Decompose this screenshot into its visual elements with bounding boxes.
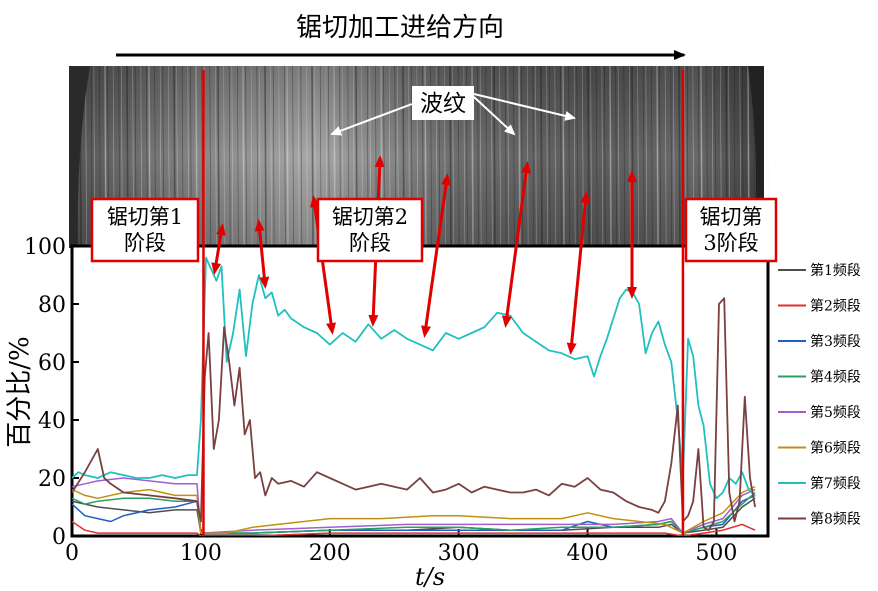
stage-label-2-line1: 锯切第2 bbox=[332, 205, 408, 229]
y-tick-label: 60 bbox=[38, 351, 66, 376]
legend-label: 第5频段 bbox=[810, 404, 861, 421]
y-tick-label: 100 bbox=[24, 235, 66, 260]
stage-label-1: 锯切第1 阶段 bbox=[90, 197, 200, 263]
series-line-5 bbox=[72, 477, 756, 534]
stage-label-3: 锯切第 3阶段 bbox=[684, 197, 778, 263]
ripple-arrow bbox=[421, 173, 451, 338]
stage-label-2: 锯切第2 阶段 bbox=[316, 197, 424, 263]
y-axis-title: 百分比/% bbox=[5, 336, 35, 447]
legend-label: 第4频段 bbox=[810, 369, 861, 386]
plot-area bbox=[70, 244, 770, 538]
stage-label-3-line1: 锯切第 bbox=[700, 205, 763, 229]
white-arrow bbox=[330, 103, 413, 136]
legend-label: 第6频段 bbox=[810, 440, 861, 457]
stage-label-2-line2: 阶段 bbox=[349, 231, 391, 255]
stage-label-3-line2: 3阶段 bbox=[703, 231, 758, 255]
x-tick-label: 0 bbox=[65, 541, 79, 566]
x-tick-label: 400 bbox=[567, 541, 609, 566]
x-tick-label: 300 bbox=[438, 541, 480, 566]
legend-label: 第3频段 bbox=[810, 333, 861, 350]
stage-label-1-line1: 锯切第1 bbox=[107, 205, 183, 229]
ripple-arrow bbox=[501, 161, 532, 328]
ripple-arrow bbox=[566, 191, 591, 355]
ripple-arrow bbox=[254, 219, 270, 289]
legend-label: 第1频段 bbox=[810, 262, 861, 279]
y-tick-label: 40 bbox=[38, 409, 66, 434]
stage-boundaries bbox=[202, 70, 685, 536]
series-group bbox=[72, 256, 756, 536]
legend-label: 第2频段 bbox=[810, 298, 861, 315]
x-tick-label: 100 bbox=[180, 541, 222, 566]
white-arrow bbox=[473, 93, 576, 121]
legend-label: 第7频段 bbox=[810, 475, 861, 492]
legend-label: 第8频段 bbox=[810, 511, 861, 528]
direction-title: 锯切加工进给方向 bbox=[296, 13, 504, 43]
x-axis-title: t/s bbox=[415, 563, 445, 591]
series-line-2 bbox=[72, 520, 756, 536]
y-tick-label: 0 bbox=[52, 525, 66, 550]
white-arrow bbox=[473, 96, 516, 136]
x-tick-label: 500 bbox=[695, 541, 737, 566]
ripple-label: 波纹 bbox=[420, 91, 466, 117]
x-tick-label: 200 bbox=[309, 541, 351, 566]
series-line-4 bbox=[72, 491, 756, 534]
axes: 0 100 200 300 400 500 0 20 40 60 80 100 bbox=[24, 235, 737, 566]
series-line-6 bbox=[72, 486, 756, 534]
y-tick-label: 20 bbox=[38, 467, 66, 492]
series-line-8 bbox=[72, 297, 756, 532]
stage-label-1-line2: 阶段 bbox=[124, 231, 166, 255]
ripple-annotation: 波纹 bbox=[330, 86, 576, 136]
ripple-arrow bbox=[211, 223, 226, 275]
y-tick-label: 80 bbox=[38, 293, 66, 318]
